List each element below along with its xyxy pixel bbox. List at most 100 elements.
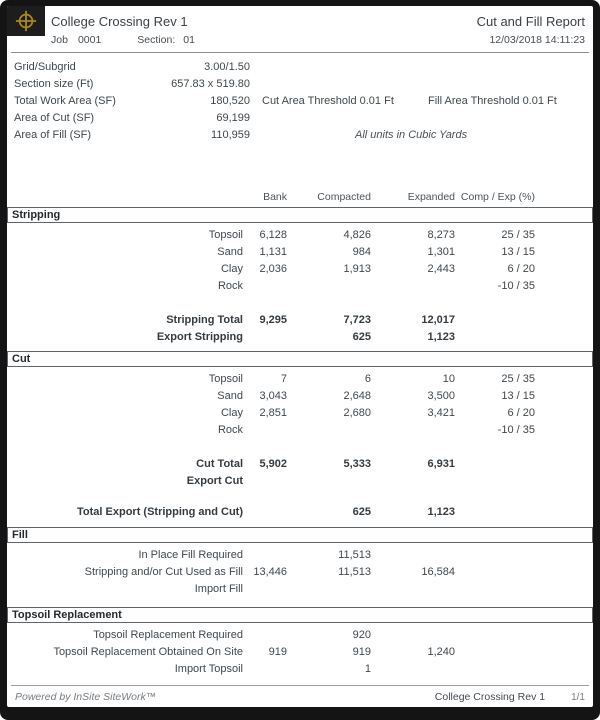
- cell-compacted: 5,333: [343, 458, 371, 470]
- table-row: Topsoil 7 6 10 25 / 35: [7, 371, 593, 388]
- summary-value: 657.83 x 519.80: [171, 78, 250, 90]
- cell-compacted: 625: [352, 506, 371, 518]
- job-line: Job 0001 Section: 01: [51, 34, 195, 46]
- report-page: College Crossing Rev 1 Cut and Fill Repo…: [7, 6, 593, 707]
- cell-bank: 3,043: [259, 390, 287, 402]
- summary-block: Grid/Subgrid 3.00/1.50 Section size (Ft)…: [7, 59, 593, 144]
- cell-comp_exp: [455, 329, 535, 346]
- cell-expanded: [371, 661, 455, 678]
- section-rows-fill: In Place Fill Required 11,513 Stripping an…: [7, 543, 593, 598]
- table-row: Clay 2,036 1,913 2,443 6 / 20: [7, 261, 593, 278]
- header-divider: [11, 52, 589, 53]
- cell-bank: 2,036: [259, 263, 287, 275]
- row-label: Topsoil: [208, 229, 243, 241]
- fill-area-threshold: Fill Area Threshold 0.01 Ft: [428, 95, 557, 107]
- cell-comp_exp: [455, 312, 535, 329]
- summary-value: 69,199: [216, 112, 250, 124]
- table-row: Cut Total 5,902 5,333 6,931: [7, 456, 593, 473]
- cell-bank: [243, 661, 287, 678]
- cell-expanded: 1,123: [427, 506, 455, 518]
- cell-compacted: [287, 278, 371, 295]
- cell-bank: 5,902: [259, 458, 287, 470]
- table-row: Rock -10 / 35: [7, 278, 593, 295]
- section-header-stripping: Stripping: [7, 207, 593, 223]
- summary-label: Grid/Subgrid: [14, 61, 76, 73]
- cell-bank: 13,446: [253, 566, 287, 578]
- row-label: Export Cut: [186, 475, 243, 487]
- cell-compacted: 6: [364, 373, 371, 385]
- cut-area-threshold: Cut Area Threshold 0.01 Ft: [262, 95, 394, 107]
- cell-bank: [243, 422, 287, 439]
- cell-expanded: [371, 547, 455, 564]
- cell-comp_exp: 25 / 35: [501, 229, 535, 241]
- section-rows-stripping: Topsoil 6,128 4,826 8,273 25 / 35 Sand 1,131 98…: [7, 223, 593, 346]
- summary-label: Area of Fill (SF): [14, 129, 92, 141]
- section-rows-total-export: Total Export (Stripping and Cut) 625 1,123: [7, 504, 593, 521]
- table-row: In Place Fill Required 11,513: [7, 547, 593, 564]
- cell-expanded: 8,273: [427, 229, 455, 241]
- table-row: Sand 1,131 984 1,301 13 / 15: [7, 244, 593, 261]
- cell-comp_exp: [455, 456, 535, 473]
- cell-comp_exp: [455, 564, 535, 581]
- cell-compacted: [287, 422, 371, 439]
- cell-expanded: 1,240: [427, 646, 455, 658]
- job-label: Job: [51, 34, 68, 46]
- summary-label: Total Work Area (SF): [14, 95, 116, 107]
- cell-comp_exp: [455, 581, 535, 598]
- cell-expanded: [371, 473, 455, 490]
- cell-compacted: [287, 581, 371, 598]
- row-label: Cut Total: [196, 458, 243, 470]
- cell-expanded: 6,931: [427, 458, 455, 470]
- summary-label: Section size (Ft): [14, 78, 94, 90]
- cell-expanded: [371, 422, 455, 439]
- table-row: Import Fill: [7, 581, 593, 598]
- row-label: Clay: [220, 407, 243, 419]
- cell-bank: 919: [268, 646, 287, 658]
- cell-compacted: 625: [352, 331, 371, 343]
- cell-bank: [243, 581, 287, 598]
- col-comp-exp: Comp / Exp (%): [460, 191, 535, 203]
- cell-bank: [243, 504, 287, 521]
- report-datetime: 12/03/2018 14:11:23: [489, 34, 585, 46]
- summary-value: 180,520: [210, 95, 250, 107]
- section-value: 01: [183, 34, 195, 46]
- col-compacted: Compacted: [317, 191, 371, 203]
- cell-compacted: 2,680: [343, 407, 371, 419]
- cell-expanded: [371, 627, 455, 644]
- section-rows-cut: Topsoil 7 6 10 25 / 35 Sand 3,043 2,648 3,500 13 …: [7, 367, 593, 490]
- cell-comp_exp: 25 / 35: [501, 373, 535, 385]
- table-row: Import Topsoil 1: [7, 661, 593, 678]
- cell-compacted: 11,513: [338, 566, 371, 578]
- table-row: Clay 2,851 2,680 3,421 6 / 20: [7, 405, 593, 422]
- cell-expanded: 1,301: [427, 246, 455, 258]
- table-row: Topsoil Replacement Obtained On Site 919 9…: [7, 644, 593, 661]
- row-label: Clay: [220, 263, 243, 275]
- cell-compacted: 4,826: [343, 229, 371, 241]
- powered-by: Powered by InSite SiteWork™: [15, 691, 157, 703]
- section-header-topsoil-replacement: Topsoil Replacement: [7, 607, 593, 623]
- cell-comp_exp: 6 / 20: [507, 263, 535, 275]
- row-label: Rock: [217, 424, 243, 436]
- cell-bank: 6,128: [259, 229, 287, 241]
- col-spacer: [14, 190, 243, 205]
- row-label: Import Fill: [194, 583, 243, 595]
- cell-comp_exp: 13 / 15: [501, 390, 535, 402]
- cell-expanded: 2,443: [427, 263, 455, 275]
- summary-value: 3.00/1.50: [204, 61, 250, 73]
- table-row: Sand 3,043 2,648 3,500 13 / 15: [7, 388, 593, 405]
- cell-bank: [243, 278, 287, 295]
- report-title: Cut and Fill Report: [476, 14, 585, 29]
- job-value: 0001: [77, 34, 102, 46]
- cell-compacted: [287, 473, 371, 490]
- summary-row: Section size (Ft) 657.83 x 519.80: [7, 76, 593, 93]
- cell-compacted: 1,913: [343, 263, 371, 275]
- report-header: College Crossing Rev 1 Cut and Fill Repo…: [7, 6, 593, 53]
- row-label: Total Export (Stripping and Cut): [77, 506, 243, 518]
- summary-row: Area of Fill (SF) 110,959 All units in C…: [7, 127, 593, 144]
- table-row: Export Stripping 625 1,123: [7, 329, 593, 346]
- cell-comp_exp: [455, 473, 535, 490]
- table-row: Stripping Total 9,295 7,723 12,017: [7, 312, 593, 329]
- cell-expanded: 3,500: [427, 390, 455, 402]
- cell-comp_exp: 13 / 15: [501, 246, 535, 258]
